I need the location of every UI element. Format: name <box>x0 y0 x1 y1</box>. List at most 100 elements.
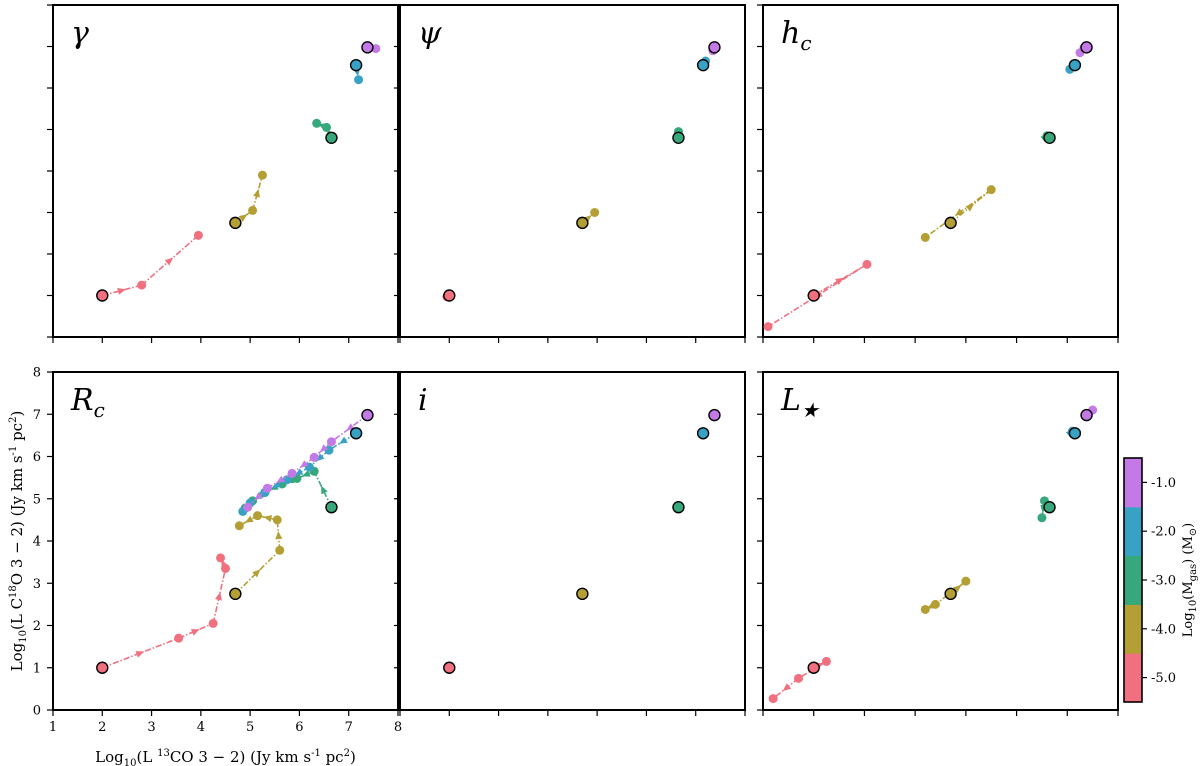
data-point <box>930 599 940 609</box>
data-point <box>174 633 184 643</box>
track-arrow <box>276 475 285 483</box>
colorbar-segment <box>1124 458 1142 508</box>
data-point <box>193 230 203 240</box>
x-tick-label: 3 <box>147 720 155 735</box>
baseline-point <box>361 408 374 422</box>
track-arrow <box>244 515 254 523</box>
baseline-point <box>708 41 721 54</box>
baseline-point <box>1080 408 1093 422</box>
baseline-point <box>807 661 820 674</box>
data-point <box>920 604 930 614</box>
data-point <box>371 44 381 54</box>
x-axis-label: Log10​(L 13​CO 3 − 2) (Jy km s-1​ pc2​) <box>95 748 356 766</box>
panel-i: i <box>394 371 746 716</box>
track-arrow <box>319 444 329 453</box>
colorbar: -5.0 -4.0 -3.0 -2.0 -1.0 Log10​(Mgas​) (M⊙​) <box>1123 457 1199 703</box>
baseline-point <box>672 131 685 145</box>
track-segment <box>101 637 179 669</box>
panel-frame <box>52 4 399 338</box>
x-tick-label: 7 <box>345 720 353 735</box>
panel-frame <box>52 371 399 711</box>
track-arrow <box>253 188 260 198</box>
y-axis-label: Log10​(L C18​O 3 − 2) (Jy km s-1​ pc2​) <box>8 411 29 672</box>
panel-frame <box>762 371 1119 711</box>
y-tick-label: 5 <box>33 492 41 507</box>
panel-h_c: hc <box>757 4 1119 343</box>
data-point <box>862 259 872 269</box>
data-point <box>763 322 773 332</box>
data-point <box>794 673 803 683</box>
colorbar-segment <box>1124 506 1142 557</box>
colorbar-tick-label: -4.0 <box>1151 622 1176 637</box>
track-arrow <box>117 287 126 295</box>
data-point <box>287 468 297 478</box>
data-point <box>322 122 332 132</box>
track-arrow <box>164 257 174 266</box>
data-point <box>920 232 930 242</box>
track-arrow <box>254 492 263 501</box>
y-tick-label: 2 <box>33 619 41 634</box>
colorbar-segment <box>1124 555 1142 605</box>
panel-gamma: γ <box>47 4 399 343</box>
track-arrow <box>275 531 283 540</box>
baseline-point <box>349 58 363 72</box>
baseline-point <box>576 587 589 601</box>
y-tick-label: 1 <box>33 661 41 676</box>
baseline-point <box>708 408 721 422</box>
track-segment <box>934 580 967 606</box>
track-arrow <box>583 215 592 223</box>
data-point <box>248 205 258 215</box>
y-tick-label: 4 <box>33 535 41 550</box>
data-point <box>243 502 253 512</box>
data-point <box>262 483 272 493</box>
track-segment <box>924 189 992 239</box>
data-point <box>961 576 971 586</box>
colorbar-tick-label: -3.0 <box>1151 574 1176 589</box>
colorbar-tick-label: -2.0 <box>1151 525 1176 540</box>
track-arrow <box>301 470 311 477</box>
x-tick-label: 4 <box>197 720 205 735</box>
data-point <box>208 618 218 628</box>
panel-label: γ <box>71 16 89 51</box>
data-point <box>257 170 267 180</box>
baseline-point <box>443 289 456 302</box>
data-point <box>354 75 364 85</box>
baseline-point <box>96 289 109 302</box>
baseline-point <box>576 216 589 230</box>
y-tick-label: 3 <box>33 577 41 592</box>
track-arrow <box>238 214 248 222</box>
baseline-point <box>443 661 456 674</box>
x-tick-label: 2 <box>98 720 106 735</box>
data-point <box>216 553 226 563</box>
panel-label: hc <box>781 16 812 55</box>
baseline-point <box>1068 58 1082 72</box>
y-tick-label: 6 <box>33 450 41 465</box>
baseline-point <box>325 131 338 145</box>
data-point <box>986 185 996 195</box>
baseline-point <box>807 289 820 302</box>
track-arrow <box>955 208 964 216</box>
data-point <box>234 521 244 531</box>
baseline-point <box>944 587 957 601</box>
track-arrow <box>252 569 261 578</box>
x-tick-label: 1 <box>49 720 57 735</box>
baseline-point <box>349 427 363 440</box>
track-arrow <box>782 683 792 691</box>
colorbar-segment <box>1124 604 1142 654</box>
baseline-point <box>1043 131 1056 145</box>
track-arrow <box>965 203 975 212</box>
y-tick-label: 0 <box>33 704 41 719</box>
data-point <box>272 515 282 525</box>
track-segment <box>178 622 214 639</box>
track-arrow <box>294 468 304 476</box>
data-point <box>821 656 831 666</box>
baseline-point <box>1080 41 1093 54</box>
x-tick-label: 6 <box>295 720 303 735</box>
y-tick-label: 8 <box>33 366 41 381</box>
baseline-point <box>229 216 242 230</box>
x-tick-label: 5 <box>246 720 254 735</box>
data-point <box>590 208 600 217</box>
x-tick-label: 8 <box>394 720 402 735</box>
data-point <box>275 545 285 555</box>
panel-frame <box>762 4 1119 338</box>
